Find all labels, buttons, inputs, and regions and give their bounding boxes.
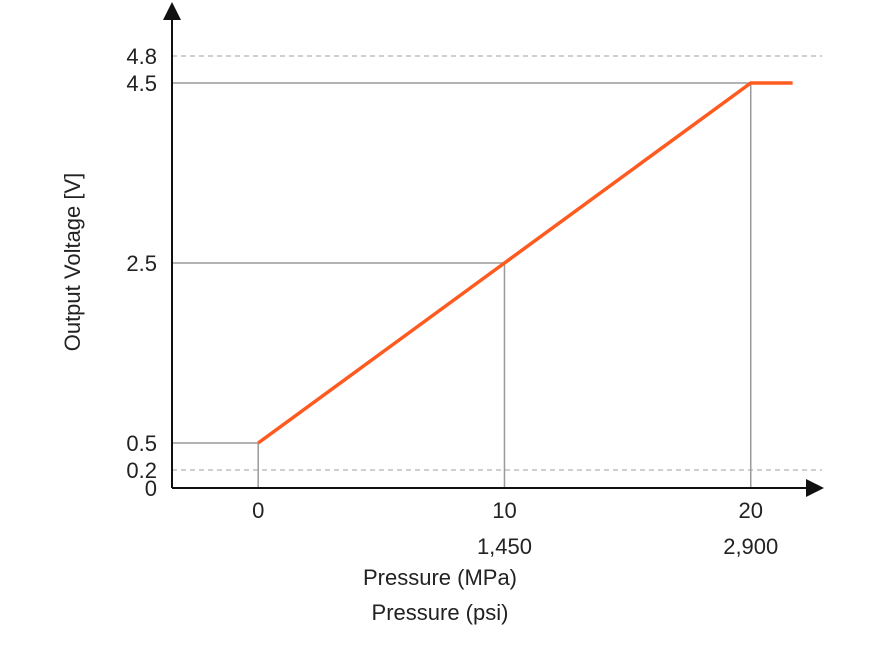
y-axis-arrow-icon [163,2,181,20]
series-group [257,81,793,445]
y-tick-labels: 00.20.5 2.5 4.54.8 [126,44,157,501]
x-tick-labels: 0 10 1,450 20 2,900 [252,498,778,559]
y-tick-label-5: 4.8 [126,44,157,69]
y-tick-label-2: 0.5 [126,431,157,456]
guide-lines [172,82,752,488]
x-tick-secondary-label-2: 2,900 [723,534,778,559]
x-axis-title: Pressure (MPa) [363,565,517,590]
x-tick-label-2: 20 [739,498,763,523]
x-axis-secondary-title: Pressure (psi) [372,600,509,625]
axes [163,2,824,497]
y-tick-label-4: 4.5 [126,71,157,96]
x-tick-secondary-label-1: 1,450 [477,534,532,559]
dashed-reference-lines [172,55,822,471]
x-tick-label-1: 10 [492,498,516,523]
series-line-0 [257,81,793,445]
y-tick-label-3: 2.5 [126,251,157,276]
y-axis-title: Output Voltage [V] [60,173,85,352]
x-axis-arrow-icon [806,479,824,497]
y-tick-label-1: 0.2 [126,458,157,483]
y-tick-label-0: 0 [145,476,157,501]
x-tick-label-0: 0 [252,498,264,523]
